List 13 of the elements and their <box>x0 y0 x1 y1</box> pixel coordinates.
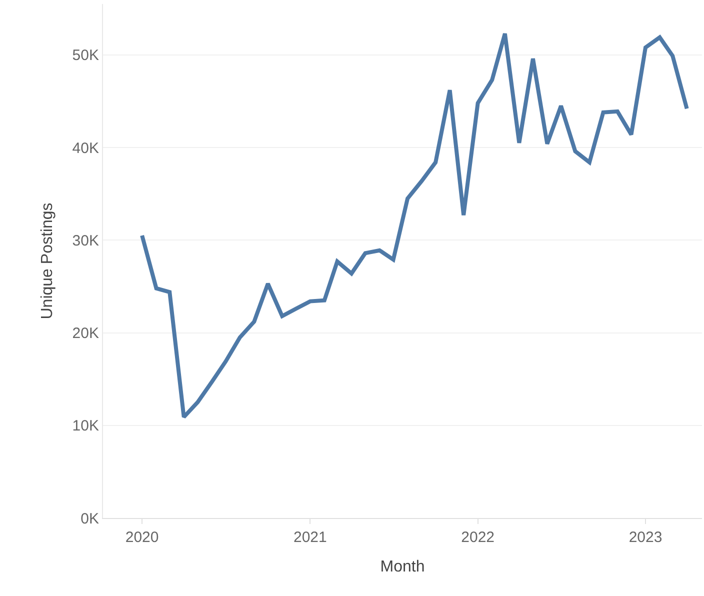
line-series <box>140 32 689 420</box>
y-axis-title: Unique Postings <box>39 202 56 320</box>
x-tick-label: 2021 <box>293 529 327 546</box>
x-tick-label: 2023 <box>628 529 662 546</box>
x-axis-title: Month <box>380 558 425 576</box>
y-tick-label: 0K <box>80 510 99 528</box>
y-tick-label: 30K <box>72 232 99 250</box>
x-tick-label: 2020 <box>125 529 159 546</box>
y-tick-label: 50K <box>72 47 99 64</box>
y-tick-label: 10K <box>72 418 99 435</box>
y-tick-label: 20K <box>72 325 99 342</box>
x-tick-label: 2022 <box>461 529 495 546</box>
y-tick-label: 40K <box>72 140 99 157</box>
